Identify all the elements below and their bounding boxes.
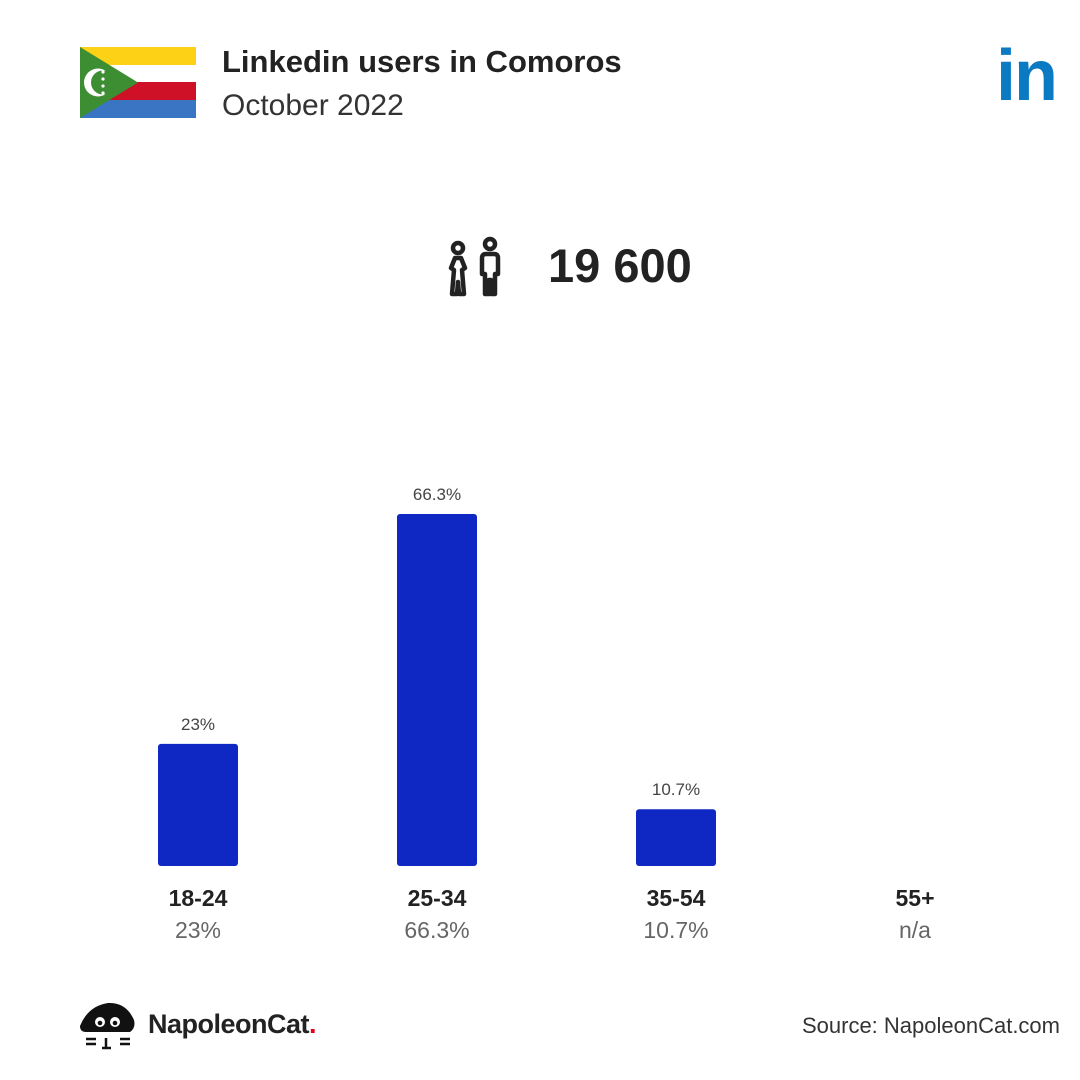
napoleoncat-brand: NapoleonCat.: [148, 1009, 317, 1040]
bar-25-34: [397, 514, 477, 866]
category-label-35-54: 35-54: [647, 885, 706, 911]
bar-value-label-18-24: 23%: [181, 715, 215, 734]
napoleoncat-logo-icon: [80, 1002, 135, 1050]
bar-35-54: [636, 809, 716, 866]
people-icon: [448, 236, 501, 297]
chart-subtitle: October 2022: [222, 89, 404, 122]
chart-title: Linkedin users in Comoros: [222, 44, 622, 79]
brand-dot: .: [309, 1009, 317, 1039]
category-percent-55+: n/a: [899, 917, 931, 943]
comoros-flag-icon: [80, 47, 196, 118]
category-percent-18-24: 23%: [175, 917, 221, 943]
source-text: Source: NapoleonCat.com: [801, 1013, 1060, 1038]
total-users-value: 19 600: [548, 239, 692, 292]
category-label-18-24: 18-24: [169, 885, 228, 911]
bar-value-label-25-34: 66.3%: [413, 485, 461, 504]
bar-value-label-35-54: 10.7%: [652, 780, 700, 799]
linkedin-logo-icon: in: [996, 36, 1058, 116]
brand-name: NapoleonCat: [148, 1009, 310, 1039]
category-percent-35-54: 10.7%: [643, 917, 708, 943]
category-percent-25-34: 66.3%: [404, 917, 469, 943]
bar-18-24: [158, 743, 238, 866]
category-label-25-34: 25-34: [408, 885, 467, 911]
category-label-55+: 55+: [895, 885, 934, 911]
